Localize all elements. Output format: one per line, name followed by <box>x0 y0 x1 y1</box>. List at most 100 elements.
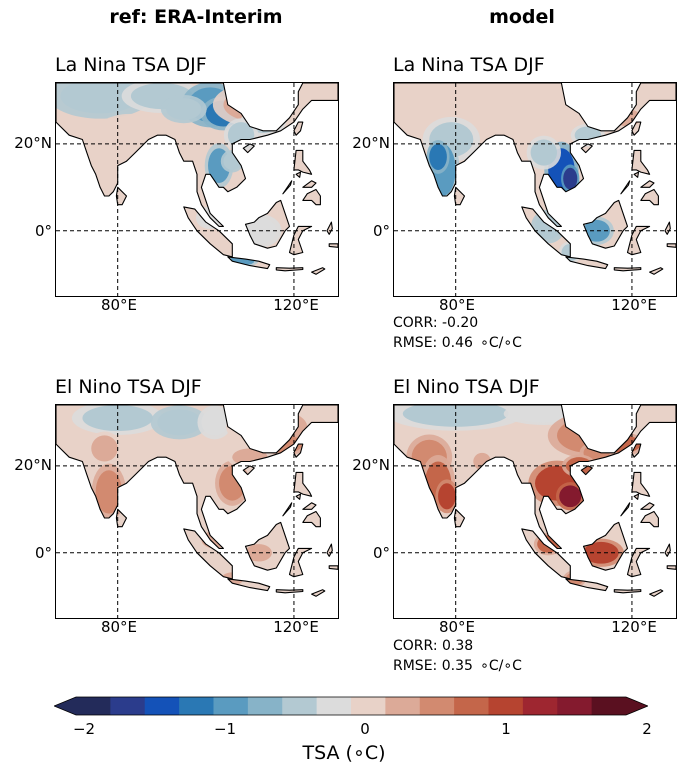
coastline <box>311 589 326 597</box>
anomaly-patch <box>60 83 140 114</box>
coastline <box>631 443 642 458</box>
coastline <box>282 180 293 195</box>
coastline <box>633 493 640 500</box>
colorbar-segment <box>385 697 421 715</box>
coastline <box>293 121 304 136</box>
coastline <box>56 83 338 227</box>
ylabel-0: 0° <box>34 222 52 240</box>
ylabel-0: 0° <box>372 544 390 562</box>
panel-title-lanina-ref: La Nina TSA DJF <box>55 54 207 76</box>
map-svg <box>56 405 338 618</box>
colorbar-tick: 0 <box>360 720 370 738</box>
coastline <box>302 502 317 510</box>
anomaly-patch <box>166 98 202 120</box>
coastline <box>649 589 664 597</box>
anomaly-patch <box>574 87 637 114</box>
xlabel-80e: 80°E <box>100 296 138 314</box>
anomaly-patch <box>473 452 491 471</box>
anomaly-patch <box>517 87 571 114</box>
coastline <box>302 180 317 188</box>
coastline <box>293 471 313 497</box>
ref-column-header: ref: ERA-Interim <box>109 6 283 28</box>
map-panel-elnino-model <box>393 404 677 619</box>
anomaly-patch <box>91 435 118 462</box>
coastline <box>326 543 333 557</box>
coastline <box>620 180 631 195</box>
coastline <box>640 510 659 528</box>
coastline <box>631 121 642 136</box>
coastline <box>311 267 326 275</box>
anomaly-patch <box>223 87 294 123</box>
coastline <box>649 267 664 275</box>
anomaly-patch <box>438 483 456 510</box>
coastline <box>664 221 671 235</box>
xlabel-80e: 80°E <box>438 618 476 636</box>
colorbar <box>54 696 648 716</box>
coastline <box>631 471 651 497</box>
anomaly-patch <box>201 409 228 436</box>
coastline <box>666 243 676 248</box>
coastline <box>582 521 629 571</box>
coastline <box>394 405 676 549</box>
map-panel-elnino-ref <box>55 404 339 619</box>
anomaly-patch <box>583 219 610 242</box>
coastline <box>613 267 642 272</box>
anomaly-patch <box>402 83 509 110</box>
colorbar-tick: −2 <box>72 720 96 738</box>
model-column-header: model <box>489 6 555 28</box>
coastline <box>293 443 304 458</box>
corr-lanina: CORR: -0.20 <box>393 315 479 331</box>
colorbar-segment <box>316 697 352 715</box>
anomaly-patch <box>537 535 560 553</box>
coastline <box>183 528 233 580</box>
panel-title-elnino-model: El Nino TSA DJF <box>393 376 540 398</box>
coastline <box>275 589 304 594</box>
xlabel-120e: 120°E <box>273 296 319 314</box>
ylabel-20n: 20°N <box>14 456 52 474</box>
coastline <box>328 565 338 570</box>
ylabel-20n: 20°N <box>352 134 390 152</box>
coastline <box>244 521 291 571</box>
colorbar-tick: −1 <box>213 720 237 738</box>
coastline <box>565 578 609 592</box>
anomaly-patch <box>245 544 272 562</box>
corr-elnino: CORR: 0.38 <box>393 638 474 654</box>
xlabel-120e: 120°E <box>611 618 657 636</box>
coastline <box>633 171 640 178</box>
anomaly-patch <box>95 470 123 514</box>
anomaly-patch <box>104 117 158 144</box>
anomaly-patch <box>559 485 582 508</box>
coastline <box>115 508 128 528</box>
xlabel-80e: 80°E <box>438 296 476 314</box>
colorbar-segment <box>419 697 455 715</box>
coastline <box>242 143 255 154</box>
coastline <box>664 543 671 557</box>
coastline <box>620 502 631 517</box>
coastline <box>302 188 321 206</box>
map-panel-lanina-model <box>393 82 677 297</box>
rmse-elnino: RMSE: 0.35 ∘C/∘C <box>393 658 522 674</box>
coastline <box>580 465 593 476</box>
coastline <box>328 243 338 248</box>
coastline <box>582 199 629 249</box>
map-svg <box>394 83 676 296</box>
colorbar-tick: 2 <box>642 720 652 738</box>
coastline <box>394 83 676 227</box>
colorbar-segment <box>488 697 524 715</box>
anomaly-patch <box>530 139 558 166</box>
colorbar-title: TSA (∘C) <box>302 742 386 764</box>
coastline <box>227 578 271 592</box>
coastline <box>453 508 466 528</box>
anomaly-patch <box>157 409 202 436</box>
coastline <box>56 405 338 549</box>
colorbar-segment <box>213 697 249 715</box>
colorbar-segment <box>76 697 111 715</box>
coastline <box>580 143 593 154</box>
colorbar-segment <box>247 697 283 715</box>
coastline <box>640 188 659 206</box>
map-panel-lanina-ref <box>55 82 339 297</box>
anomaly-patch <box>512 405 575 423</box>
panel-title-lanina-model: La Nina TSA DJF <box>393 54 545 76</box>
colorbar-segment <box>557 697 593 715</box>
coastline <box>244 199 291 249</box>
